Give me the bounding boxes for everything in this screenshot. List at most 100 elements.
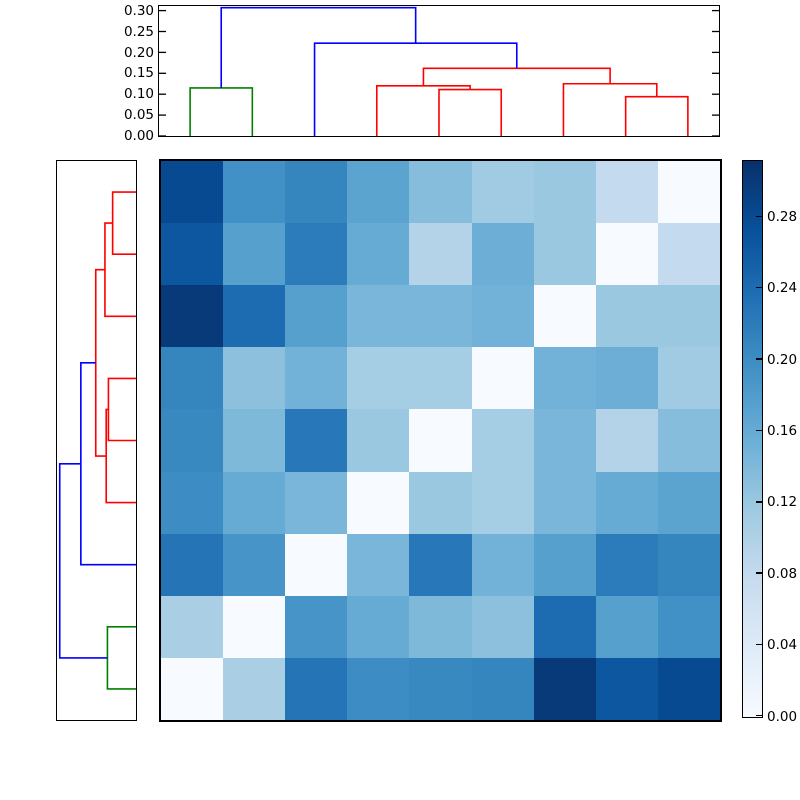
heatmap-cell — [285, 285, 348, 348]
colorbar-tick-label: 0.20 — [767, 351, 798, 368]
colorbar — [742, 160, 763, 718]
heatmap-grid — [161, 161, 720, 720]
dendrogram-link — [624, 95, 689, 136]
colorbar-tick — [756, 358, 762, 360]
heatmap-cell — [533, 533, 596, 596]
heatmap-cell — [285, 409, 348, 472]
heatmap-cell — [285, 533, 348, 596]
column-dendrogram-axis-tick-label: 0.30 — [123, 3, 154, 20]
heatmap-cell — [471, 657, 534, 720]
heatmap-cell — [161, 533, 224, 596]
dendrogram-link — [438, 88, 503, 136]
heatmap-cell — [657, 347, 720, 410]
heatmap-cell — [223, 161, 286, 224]
heatmap-cell — [471, 533, 534, 596]
column-dendrogram-axis-tick-label: 0.10 — [123, 86, 154, 103]
colorbar-tick-label: 0.24 — [767, 280, 798, 297]
column-dendrogram-axis-tick-label: 0.25 — [123, 23, 154, 40]
heatmap-cell — [533, 347, 596, 410]
heatmap-cell — [161, 285, 224, 348]
heatmap-cell — [161, 409, 224, 472]
row-dendrogram-panel — [56, 160, 137, 721]
heatmap-cell — [285, 223, 348, 286]
heatmap-cell — [409, 595, 472, 658]
heatmap-cell — [533, 161, 596, 224]
heatmap-cell — [595, 161, 658, 224]
heatmap-cell — [657, 161, 720, 224]
heatmap-cell — [533, 595, 596, 658]
heatmap-cell — [533, 471, 596, 534]
heatmap-panel — [159, 159, 722, 722]
heatmap-cell — [471, 223, 534, 286]
colorbar-tick-label: 0.04 — [767, 637, 798, 654]
heatmap-cell — [595, 471, 658, 534]
heatmap-cell — [657, 471, 720, 534]
heatmap-cell — [657, 533, 720, 596]
heatmap-cell — [285, 347, 348, 410]
heatmap-cell — [223, 595, 286, 658]
dendrogram-link — [189, 87, 254, 136]
colorbar-tick-label: 0.16 — [767, 422, 798, 439]
colorbar-tick-label: 0.12 — [767, 494, 798, 511]
dendrogram-link — [104, 222, 136, 318]
heatmap-cell — [409, 285, 472, 348]
row-dendrogram-svg — [58, 191, 136, 690]
heatmap-cell — [285, 471, 348, 534]
heatmap-cell — [657, 657, 720, 720]
heatmap-cell — [409, 223, 472, 286]
heatmap-cell — [595, 657, 658, 720]
heatmap-cell — [285, 161, 348, 224]
heatmap-cell — [223, 409, 286, 472]
heatmap-cell — [533, 657, 596, 720]
heatmap-cell — [161, 595, 224, 658]
heatmap-cell — [533, 409, 596, 472]
heatmap-cell — [223, 657, 286, 720]
heatmap-cell — [595, 223, 658, 286]
heatmap-cell — [533, 285, 596, 348]
colorbar-tick-label: 0.28 — [767, 208, 798, 225]
column-dendrogram-panel — [158, 5, 720, 137]
dendrogram-link — [106, 626, 136, 690]
dendrogram-link — [58, 462, 108, 659]
column-dendrogram-axis-tick-label: 0.00 — [123, 127, 154, 144]
dendrogram-link — [105, 408, 136, 504]
heatmap-cell — [595, 347, 658, 410]
heatmap-cell — [409, 657, 472, 720]
colorbar-tick-label: 0.00 — [767, 708, 798, 725]
dendrogram-link — [562, 82, 658, 136]
heatmap-cell — [285, 595, 348, 658]
heatmap-cell — [223, 285, 286, 348]
heatmap-cell — [409, 409, 472, 472]
column-dendrogram-axis-tick-label: 0.05 — [123, 106, 154, 123]
heatmap-cell — [347, 657, 410, 720]
colorbar-gradient — [743, 161, 762, 717]
heatmap-cell — [347, 533, 410, 596]
dendrogram-link — [220, 6, 417, 88]
heatmap-cell — [471, 595, 534, 658]
heatmap-cell — [595, 285, 658, 348]
dendrogram-link — [111, 191, 136, 255]
heatmap-cell — [347, 409, 410, 472]
colorbar-tick-label: 0.08 — [767, 565, 798, 582]
heatmap-cell — [161, 161, 224, 224]
column-dendrogram-axis-tick-label: 0.20 — [123, 44, 154, 61]
heatmap-cell — [409, 161, 472, 224]
colorbar-tick — [756, 572, 762, 574]
dendrogram-link — [107, 377, 136, 442]
heatmap-cell — [347, 347, 410, 410]
heatmap-cell — [657, 223, 720, 286]
heatmap-cell — [347, 285, 410, 348]
colorbar-tick — [756, 215, 762, 218]
heatmap-cell — [471, 471, 534, 534]
column-dendrogram-svg — [159, 6, 719, 136]
colorbar-tick — [756, 286, 762, 289]
heatmap-cell — [347, 471, 410, 534]
heatmap-cell — [595, 409, 658, 472]
heatmap-cell — [409, 471, 472, 534]
heatmap-cell — [223, 223, 286, 286]
heatmap-cell — [471, 347, 534, 410]
heatmap-cell — [347, 161, 410, 224]
heatmap-cell — [347, 595, 410, 658]
heatmap-cell — [657, 285, 720, 348]
